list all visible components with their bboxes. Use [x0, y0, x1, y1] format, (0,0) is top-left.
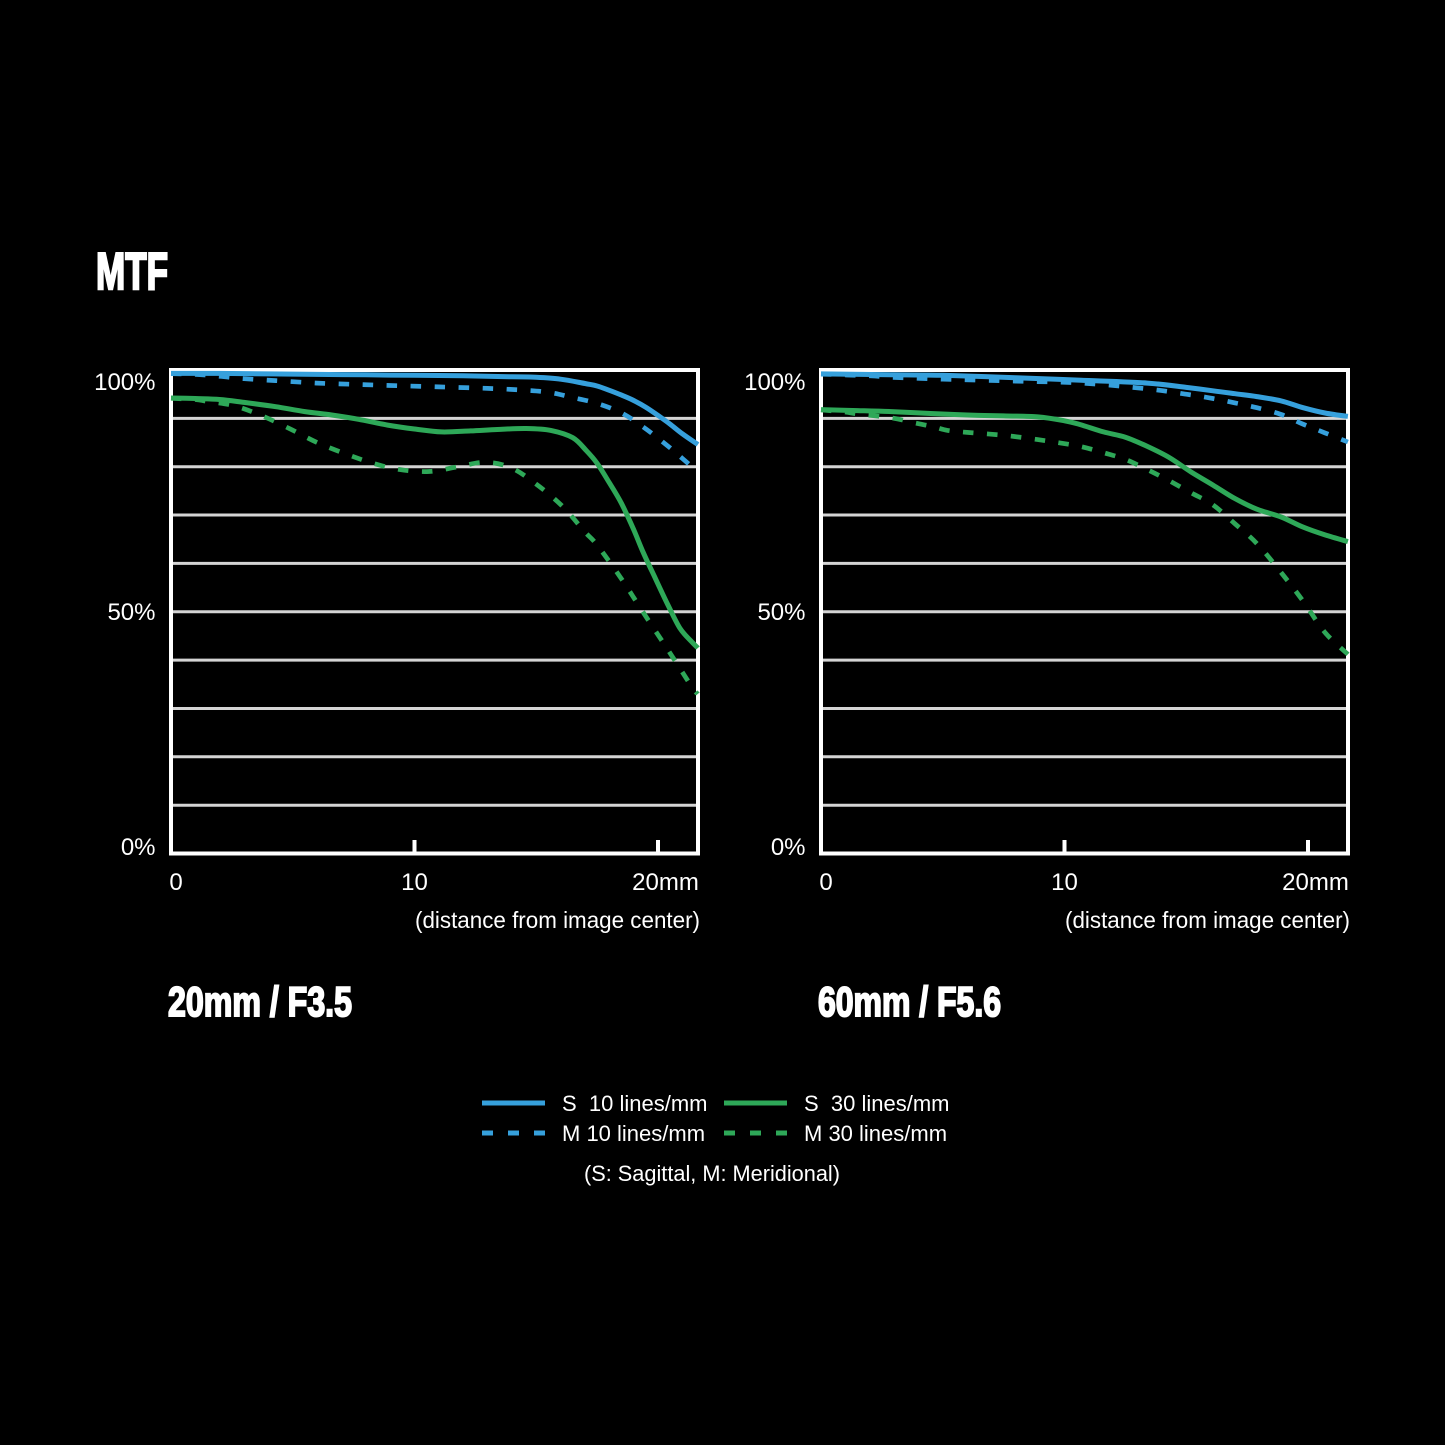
svg-text:20mm: 20mm [632, 869, 699, 896]
svg-text:0: 0 [169, 869, 182, 896]
svg-text:M 10 lines/mm: M 10 lines/mm [562, 1121, 705, 1146]
svg-text:50%: 50% [757, 599, 805, 626]
svg-text:10: 10 [1051, 869, 1078, 896]
svg-text:0: 0 [819, 869, 832, 896]
svg-text:100%: 100% [744, 369, 805, 396]
svg-text:(S: Sagittal, M: Meridional): (S: Sagittal, M: Meridional) [584, 1161, 840, 1186]
svg-text:20mm / F3.5: 20mm / F3.5 [168, 978, 352, 1025]
svg-text:(distance from image center): (distance from image center) [1065, 907, 1350, 933]
svg-text:MTF: MTF [96, 243, 168, 301]
svg-text:S 30 lines/mm: S 30 lines/mm [804, 1091, 950, 1116]
svg-text:0%: 0% [121, 834, 156, 861]
svg-text:S 10 lines/mm: S 10 lines/mm [562, 1091, 708, 1116]
svg-text:10: 10 [401, 869, 428, 896]
svg-text:0%: 0% [771, 834, 806, 861]
svg-text:(distance from image center): (distance from image center) [415, 907, 700, 933]
svg-text:50%: 50% [107, 599, 155, 626]
svg-text:20mm: 20mm [1282, 869, 1349, 896]
svg-text:100%: 100% [94, 369, 155, 396]
svg-text:M 30 lines/mm: M 30 lines/mm [804, 1121, 947, 1146]
svg-text:60mm / F5.6: 60mm / F5.6 [818, 978, 1001, 1025]
